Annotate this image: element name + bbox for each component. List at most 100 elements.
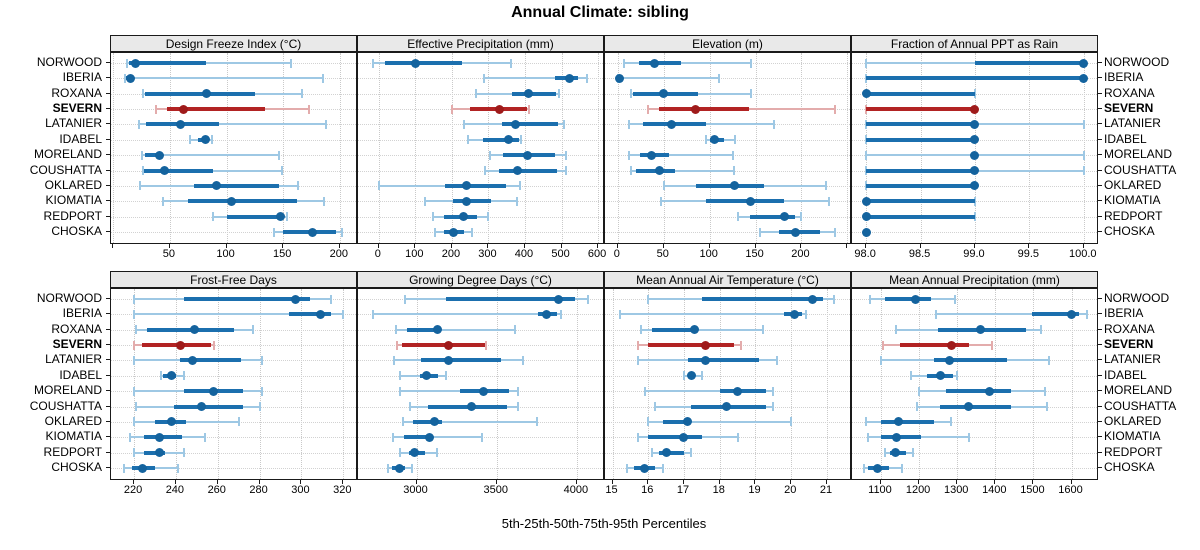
row-gridline (852, 232, 1097, 233)
median-dot (179, 104, 188, 114)
percentile-5-cap (864, 417, 867, 427)
y-axis-tick (106, 374, 110, 376)
percentile-25-75-bar (129, 61, 207, 65)
y-axis-tick (1098, 200, 1102, 202)
row-gridline (605, 216, 850, 218)
x-axis-tick-label: 320 (333, 484, 352, 496)
x-axis-tick-label: 0 (374, 248, 381, 260)
vertical-gridline (576, 289, 578, 479)
percentile-95-cap (281, 166, 284, 176)
station-label-coushatta: COUSHATTA (29, 162, 102, 177)
median-dot (654, 166, 664, 176)
median-dot (226, 196, 236, 206)
percentile-95-cap (825, 181, 828, 191)
median-dot (209, 386, 219, 396)
median-dot (661, 448, 671, 458)
y-axis-tick (106, 200, 110, 202)
percentile-25-75-bar (866, 168, 975, 173)
x-axis-tick (825, 480, 827, 484)
median-dot (315, 309, 325, 319)
x-axis-tick (611, 480, 613, 484)
row-gridline (358, 232, 603, 233)
station-label-redport: REDPORT (43, 208, 102, 223)
panel-strip-elevation-m: Elevation (m) (604, 35, 851, 52)
median-dot (790, 309, 800, 319)
percentile-5-cap (398, 448, 401, 458)
y-axis-tick (1098, 359, 1102, 361)
figure-caption: 5th-25th-50th-75th-95th Percentiles (501, 516, 707, 531)
percentile-95-cap (183, 371, 186, 381)
vertical-gridline (719, 289, 721, 479)
vertical-gridline (1083, 53, 1085, 243)
x-axis-tick-label: 240 (165, 484, 185, 496)
y-axis-tick (1098, 215, 1102, 217)
percentile-5-cap (396, 340, 399, 350)
percentile-5-cap (401, 417, 404, 427)
x-axis-tick (919, 244, 921, 248)
x-axis-tick (225, 244, 227, 248)
x-axis-tick (1070, 480, 1072, 484)
percentile-95-cap (775, 355, 778, 365)
vertical-gridline (709, 53, 711, 243)
percentile-25-75-bar (184, 297, 310, 301)
median-dot (430, 417, 440, 427)
median-dot (647, 150, 657, 160)
x-axis-tick (682, 480, 684, 484)
row-gridline (852, 468, 1097, 469)
percentile-25-75-bar (188, 199, 297, 204)
percentile-25-75-bar (166, 107, 266, 112)
median-dot (494, 104, 504, 114)
percentile-95-cap (564, 166, 567, 176)
percentile-95-cap (834, 104, 837, 114)
x-axis-tick-label: 100 (699, 248, 718, 260)
station-label-coushatta: COUSHATTA (29, 398, 102, 413)
median-dot (946, 340, 956, 350)
panel-mean-annual-precipitation-mm (851, 288, 1098, 480)
median-dot (733, 386, 743, 396)
x-axis-tick (1082, 244, 1084, 248)
percentile-25-75-bar (180, 358, 241, 363)
percentile-95-cap (252, 325, 255, 335)
panel-strip-mean-annual-air-temperature-c: Mean Annual Air Temperature (°C) (604, 271, 851, 288)
x-axis-tick (597, 244, 599, 248)
median-dot (395, 463, 405, 473)
y-axis-tick (106, 344, 110, 346)
percentile-25-75-bar (173, 404, 243, 409)
panel-strip-growing-degree-days-c: Growing Degree Days (°C) (357, 271, 604, 288)
percentile-25-75-bar (144, 91, 255, 96)
y-axis-tick (106, 390, 110, 392)
vertical-gridline (974, 53, 976, 243)
percentile-5-cap (866, 432, 869, 442)
x-axis-tick-label: 400 (514, 248, 534, 260)
vertical-gridline (791, 289, 793, 479)
median-dot (154, 448, 164, 458)
y-axis-tick (106, 184, 110, 186)
percentile-95-cap (1047, 355, 1050, 365)
station-label-redport: REDPORT (1104, 444, 1163, 459)
station-label-severn: SEVERN (1104, 337, 1154, 352)
percentile-95-cap (967, 432, 970, 442)
percentile-5-95-range (141, 154, 279, 157)
vertical-gridline (496, 289, 498, 479)
row-gridline (852, 437, 1097, 439)
figure-title: Annual Climate: sibling (511, 4, 689, 21)
percentile-5-cap (377, 181, 380, 191)
percentile-95-cap (410, 463, 413, 473)
percentile-25-75-bar (499, 168, 558, 173)
y-axis-tick (106, 359, 110, 361)
station-label-roxana: ROXANA (1104, 321, 1155, 336)
percentile-95-cap (690, 448, 693, 458)
percentile-5-cap (135, 325, 138, 335)
vertical-gridline (755, 53, 757, 243)
x-axis-tick (112, 244, 114, 248)
vertical-gridline (612, 289, 614, 479)
panel-title: Mean Annual Air Temperature (°C) (636, 272, 819, 287)
panel-frost-free-days (110, 288, 357, 480)
vertical-gridline (451, 53, 453, 243)
y-axis-tick (1098, 390, 1102, 392)
y-axis-tick (106, 231, 110, 232)
percentile-25-75-bar (940, 404, 1011, 409)
row-gridline (358, 375, 603, 377)
station-label-oklared: OKLARED (1104, 177, 1162, 192)
